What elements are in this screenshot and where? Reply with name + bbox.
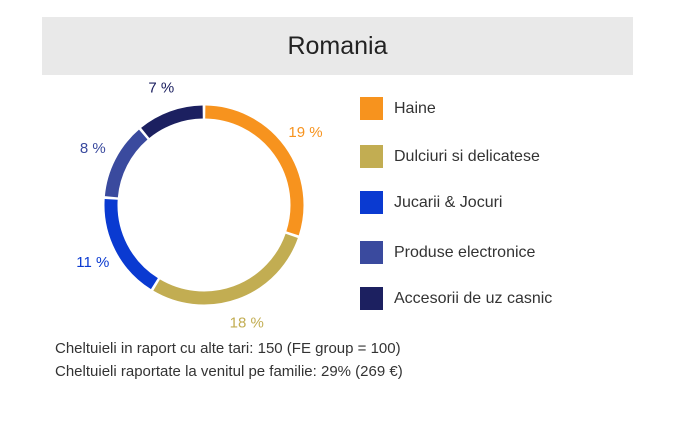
legend-label: Dulciuri si delicatese [394,147,540,165]
footnote-relative-spending: Cheltuieli in raport cu alte tari: 150 (… [55,340,401,357]
legend-swatch [360,241,383,264]
legend-item: Dulciuri si delicatese [360,145,540,168]
footnotes: Cheltuieli in raport cu alte tari: 150 (… [55,337,403,383]
legend-label: Produse electronice [394,243,536,261]
donut-slice [153,233,298,305]
donut-slice [104,129,148,198]
slice-label: 11 % [76,254,109,271]
legend-label: Jucarii & Jocuri [394,193,503,211]
legend-label: Haine [394,99,436,117]
chart-title: Romania [287,31,388,60]
title-bar: Romania [42,17,633,75]
donut-slice [205,105,304,236]
donut-slice [141,105,204,139]
legend-swatch [360,97,383,120]
slice-label: 19 % [288,124,322,141]
legend-swatch [360,191,383,214]
donut-chart: 19 % 18 % 11 % 8 % 7 % [76,80,322,332]
slice-label: 18 % [230,314,264,331]
legend-item: Haine [360,97,436,120]
legend-item: Jucarii & Jocuri [360,191,502,214]
legend-swatch [360,287,383,310]
legend-swatch [360,145,383,168]
legend-label: Accesorii de uz casnic [394,289,553,307]
footnote-income-share: Cheltuieli raportate la venitul pe famil… [55,363,403,380]
slice-label: 7 % [148,80,174,97]
legend-item: Produse electronice [360,241,535,264]
legend-item: Accesorii de uz casnic [360,287,552,310]
donut-slice [104,198,159,290]
slice-label: 8 % [80,140,106,157]
